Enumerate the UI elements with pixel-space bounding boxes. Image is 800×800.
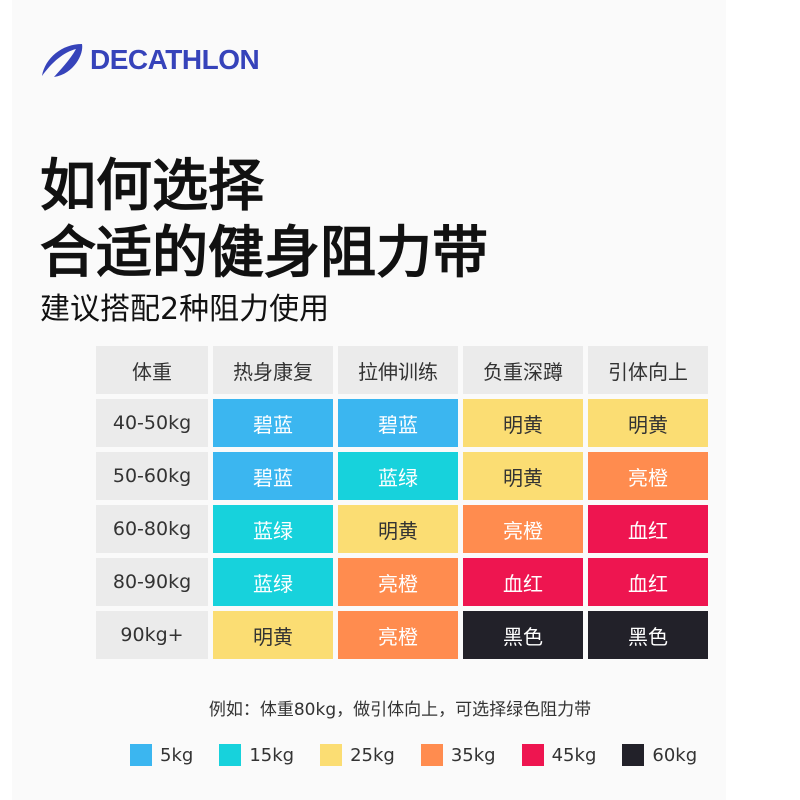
legend-label: 25kg bbox=[350, 744, 395, 766]
column-header-warmup: 热身康复 bbox=[213, 346, 333, 394]
legend-label: 45kg bbox=[551, 744, 597, 766]
table-cell: 血红 bbox=[463, 558, 583, 606]
color-legend: 5kg 15kg 25kg 35kg 45kg 60kg bbox=[130, 741, 697, 769]
table-cell: 碧蓝 bbox=[338, 399, 458, 447]
legend-swatch bbox=[521, 744, 544, 766]
table-cell: 明黄 bbox=[463, 399, 583, 447]
table-cell: 血红 bbox=[588, 505, 708, 553]
row-weight-label: 40-50kg bbox=[96, 399, 208, 447]
table-cell: 碧蓝 bbox=[213, 399, 333, 447]
legend-item: 5kg bbox=[130, 744, 193, 766]
column-header-squat: 负重深蹲 bbox=[463, 346, 583, 394]
table-cell: 明黄 bbox=[213, 611, 333, 659]
legend-label: 35kg bbox=[450, 744, 496, 766]
legend-item: 35kg bbox=[420, 744, 496, 766]
table-cell: 黑色 bbox=[463, 611, 583, 659]
table-cell: 亮橙 bbox=[463, 505, 583, 553]
table-cell: 明黄 bbox=[463, 452, 583, 500]
legend-label: 5kg bbox=[160, 744, 194, 766]
legend-item: 25kg bbox=[320, 744, 395, 766]
table-cell: 血红 bbox=[588, 558, 708, 606]
row-weight-label: 60-80kg bbox=[96, 505, 208, 553]
column-header-stretch: 拉伸训练 bbox=[338, 346, 458, 394]
legend-item: 45kg bbox=[521, 744, 597, 766]
brand-logo: DECATHLON bbox=[40, 40, 260, 80]
example-note: 例如：体重80kg，做引体向上，可选择绿色阻力带 bbox=[208, 700, 592, 720]
table-cell: 碧蓝 bbox=[213, 452, 333, 500]
legend-swatch bbox=[622, 744, 645, 766]
row-weight-label: 90kg+ bbox=[96, 611, 208, 659]
table-cell: 蓝绿 bbox=[213, 558, 333, 606]
table-cell: 黑色 bbox=[588, 611, 708, 659]
column-header-pullup: 引体向上 bbox=[588, 346, 708, 394]
table-cell: 亮橙 bbox=[338, 611, 458, 659]
table-cell: 蓝绿 bbox=[213, 505, 333, 553]
row-weight-label: 50-60kg bbox=[96, 452, 208, 500]
legend-item: 15kg bbox=[219, 744, 294, 766]
page-subtitle: 建议搭配2种阻力使用 bbox=[40, 292, 330, 327]
legend-label: 60kg bbox=[652, 744, 698, 766]
decathlon-swoosh-icon bbox=[42, 44, 83, 77]
resistance-table: 体重 热身康复 拉伸训练 负重深蹲 引体向上 40-50kg 碧蓝 碧蓝 明黄 … bbox=[96, 346, 708, 659]
legend-item: 60kg bbox=[622, 744, 697, 766]
legend-swatch bbox=[320, 744, 343, 766]
legend-swatch bbox=[130, 744, 152, 766]
column-header-weight: 体重 bbox=[96, 346, 208, 394]
page-title-line-1: 如何选择 bbox=[40, 154, 264, 219]
table-cell: 明黄 bbox=[338, 505, 458, 553]
table-cell: 亮橙 bbox=[338, 558, 458, 606]
legend-label: 15kg bbox=[249, 744, 295, 766]
table-cell: 亮橙 bbox=[588, 452, 708, 500]
table-cell: 明黄 bbox=[588, 399, 708, 447]
table-cell: 蓝绿 bbox=[338, 452, 458, 500]
brand-name: DECATHLON bbox=[90, 44, 260, 75]
page-title-line-2: 合适的健身阻力带 bbox=[40, 221, 488, 286]
legend-swatch bbox=[420, 744, 443, 766]
row-weight-label: 80-90kg bbox=[96, 558, 208, 606]
legend-swatch bbox=[219, 744, 242, 766]
